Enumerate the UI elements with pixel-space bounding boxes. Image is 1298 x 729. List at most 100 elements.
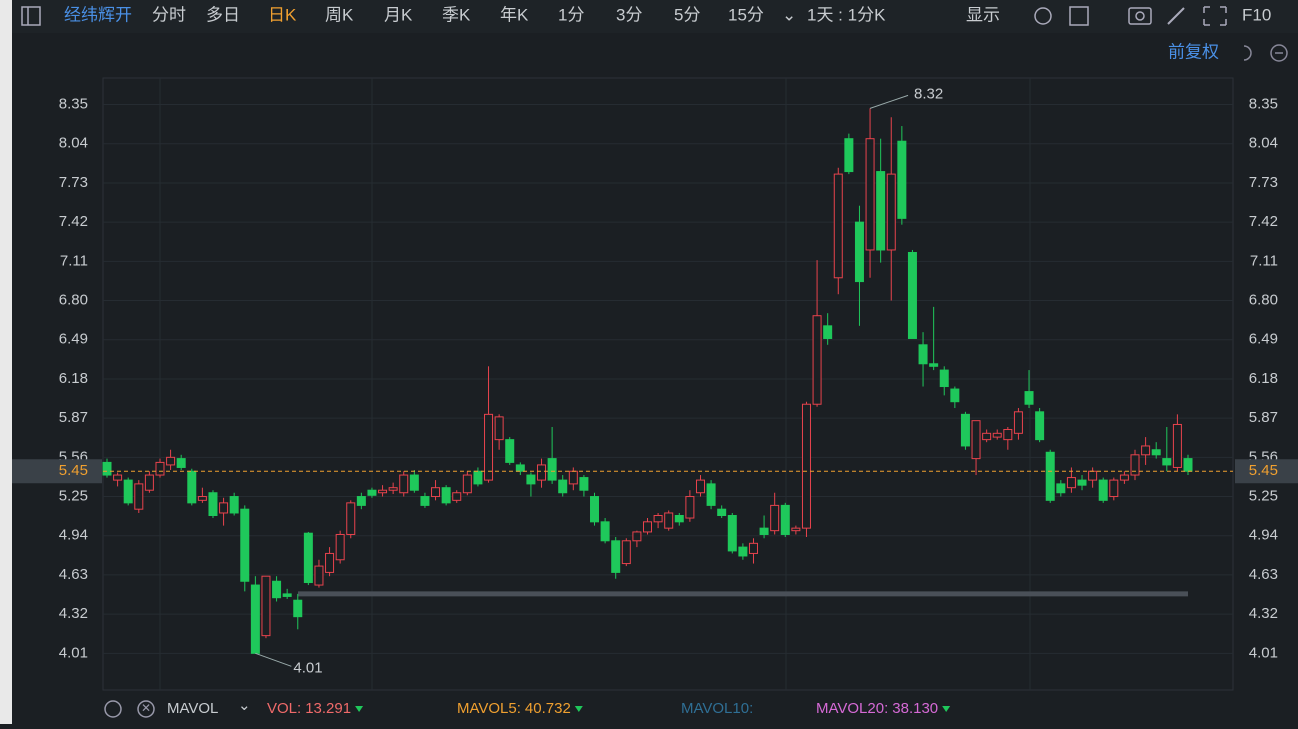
period-tab[interactable]: 3分 [616, 5, 642, 24]
candle-body [685, 496, 695, 519]
y-tick-label-right: 6.18 [1249, 370, 1278, 387]
candle-body [187, 470, 197, 504]
candle-body [155, 461, 165, 476]
y-tick-label-right: 6.49 [1249, 331, 1278, 348]
range-select[interactable]: 1天 : 1分K [807, 5, 886, 24]
close-icon[interactable] [137, 700, 155, 718]
candle-body [367, 489, 377, 496]
trend-arrow [355, 706, 364, 712]
box-icon[interactable] [1069, 6, 1089, 26]
candle-body [706, 483, 716, 506]
camera-icon[interactable] [1128, 7, 1152, 25]
fullscreen-icon[interactable] [1203, 6, 1227, 26]
period-tab[interactable]: 季K [442, 5, 471, 24]
candle-body [632, 531, 642, 542]
candle-body [717, 508, 727, 517]
indicator-label: MAVOL20: [816, 700, 888, 717]
candle-body [494, 416, 504, 441]
candle-body [992, 432, 1002, 438]
candle-body [833, 173, 843, 279]
candle-body [473, 470, 483, 485]
y-tick-label-left: 6.49 [59, 331, 88, 348]
candle-body [854, 221, 864, 283]
period-tab[interactable]: 周K [325, 5, 354, 24]
y-tick-label-left: 6.18 [59, 370, 88, 387]
indicator-item: MAVOL10: [681, 700, 753, 717]
candle-body [208, 492, 218, 517]
candle-body [144, 474, 154, 491]
candle-body [378, 489, 388, 494]
y-tick-label-right: 4.32 [1249, 605, 1278, 622]
settings-icon[interactable] [104, 700, 122, 718]
period-tab[interactable]: 年K [500, 5, 529, 24]
candle-body [865, 138, 875, 251]
trend-arrow [942, 706, 951, 712]
period-tab[interactable]: 15分 [728, 5, 764, 24]
candle-body [452, 492, 462, 501]
candle-body [1172, 423, 1182, 468]
y-tick-label-right: 8.35 [1249, 96, 1278, 113]
candle-body [250, 584, 260, 654]
candle-body [664, 512, 674, 529]
annotation-leader [255, 652, 292, 667]
period-tab[interactable]: 5分 [674, 5, 700, 24]
y-tick-label-left: 5.25 [59, 488, 88, 505]
candle-body [568, 470, 578, 485]
candle-body [1066, 477, 1076, 489]
period-tab[interactable]: 月K [384, 5, 413, 24]
indicator-name[interactable]: MAVOL [167, 700, 218, 717]
candle-body [261, 575, 271, 637]
f10-button[interactable]: F10 [1242, 5, 1271, 24]
candle-body [314, 565, 324, 586]
candle-body [1109, 479, 1119, 498]
candle-body [420, 496, 430, 506]
candle-body [738, 546, 748, 557]
y-tick-label-left: 5.87 [59, 409, 88, 426]
settings-icon[interactable] [1034, 7, 1052, 25]
annotation: 4.01 [293, 659, 322, 676]
period-tab[interactable]: 多日 [206, 5, 240, 24]
plot-frame [102, 77, 1234, 691]
candle-body [918, 344, 928, 365]
candle-body [346, 502, 356, 535]
indicator-item: MAVOL20: 38.130 [816, 700, 938, 717]
adjust-button[interactable]: 前复权 [1168, 42, 1219, 61]
candle-body [484, 413, 494, 481]
indicator-item: VOL: 13.291 [267, 700, 351, 717]
period-tab[interactable]: 日K [268, 5, 297, 24]
y-tick-label-right: 5.25 [1249, 488, 1278, 505]
candle-body [759, 527, 769, 535]
candle-body [505, 439, 515, 463]
candle-body [1003, 429, 1013, 441]
candle-body [197, 496, 207, 501]
y-tick-label-right: 7.42 [1249, 213, 1278, 230]
candle-body [727, 515, 737, 552]
candle-body [293, 599, 303, 618]
candle-body [812, 315, 822, 405]
indicator-bar: ✕ MAVOL ⌄ VOL: 13.291 MAVOL5: 40.732 MAVOL10: MA… [104, 697, 951, 718]
plot: 8.35 8.35 8.04 8.04 7.73 7.73 7.42 7.42 7.11 7.11… [12, 78, 1298, 690]
candle-body [1045, 451, 1055, 501]
stock-name[interactable]: 经纬辉开 [64, 5, 132, 24]
y-tick-label-right: 4.94 [1249, 527, 1278, 544]
candle-body [939, 369, 949, 388]
candle-body [1056, 483, 1066, 494]
candle-body [166, 456, 176, 466]
sidebar-icon[interactable] [21, 6, 41, 26]
pen-icon[interactable] [1167, 7, 1185, 25]
candle-body [971, 420, 981, 460]
annotation-leader [869, 94, 909, 109]
undo-icon[interactable] [1243, 45, 1252, 61]
candle-body [282, 593, 292, 597]
period-tab[interactable]: 1分 [558, 5, 584, 24]
candle-body [1141, 445, 1151, 456]
candle-body [102, 461, 112, 476]
period-tab[interactable]: 分时 [152, 5, 186, 24]
candle-body [229, 496, 239, 514]
candle-body [1130, 454, 1140, 476]
display-menu[interactable]: 显示 [966, 5, 1000, 24]
dropdown-caret[interactable]: ⌄ [782, 5, 796, 24]
zoom-out-icon[interactable] [1270, 44, 1288, 62]
